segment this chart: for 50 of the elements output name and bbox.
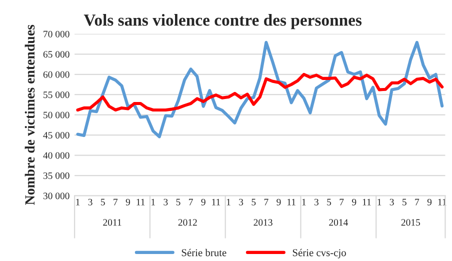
- x-tick-label: 11: [287, 198, 296, 206]
- line-series: [76, 40, 444, 138]
- x-tick-label: 1: [152, 198, 155, 206]
- y-tick-label: 50 000: [44, 112, 70, 118]
- y-tick-label: 55 000: [44, 92, 70, 98]
- x-tick-label: 1: [378, 198, 382, 206]
- x-tick-label: 5: [327, 198, 332, 206]
- y-tick-label: 70 000: [44, 30, 70, 38]
- x-tick-label: 5: [402, 198, 406, 206]
- x-tick-label: 5: [176, 198, 180, 206]
- chart-title: Vols sans violence contre des personnes: [84, 14, 362, 30]
- x-tick-label: 1: [226, 198, 230, 206]
- legend-label: Série brute: [182, 248, 226, 256]
- text: 2011: [103, 219, 122, 226]
- x-tick-label: 3: [390, 198, 394, 206]
- x-tick-label: 7: [114, 198, 118, 206]
- legend-label: Série cvs-cjo: [292, 248, 346, 258]
- x-tick-label: 7: [189, 198, 193, 206]
- y-axis-title: Nombre de victimes entendues: [24, 24, 35, 205]
- x-tick-label: 11: [212, 198, 220, 206]
- x-tick-label: 11: [362, 198, 371, 206]
- text: 2012: [178, 219, 197, 226]
- x-tick-label: 3: [239, 198, 244, 206]
- x-tick-label: 5: [252, 198, 256, 206]
- y-tick-label: 60 000: [43, 71, 70, 78]
- x-tick-label: 5: [100, 198, 105, 206]
- x-tick-label: 3: [314, 198, 318, 206]
- x-tick-label: 9: [427, 198, 432, 206]
- x-tick-label: 7: [415, 198, 420, 206]
- x-tick-label: 7: [264, 198, 268, 206]
- x-tick-label: 1: [76, 198, 80, 206]
- y-tick-label: 30 000: [43, 192, 70, 200]
- x-tick-label: 9: [276, 198, 281, 206]
- y-tick-label: 65 000: [43, 51, 70, 58]
- x-tick-label: 9: [352, 198, 356, 206]
- y-tick-label: 45 000: [43, 132, 70, 139]
- y-tick-label: 35 000: [43, 172, 70, 179]
- x-tick-label: 11: [136, 198, 145, 206]
- x-tick-label: 3: [164, 198, 168, 206]
- x-tick-label: 9: [201, 198, 206, 206]
- text: 2013: [254, 219, 272, 226]
- x-tick-label: 3: [88, 198, 92, 206]
- x-tick-label: 1: [302, 198, 306, 206]
- x-tick-label: 11: [438, 198, 446, 206]
- x-tick-label: 7: [340, 198, 344, 206]
- text: 2015: [401, 219, 420, 226]
- line-series: [76, 72, 444, 112]
- x-tick-label: 9: [126, 198, 130, 206]
- y-tick-label: 40 000: [43, 152, 70, 159]
- text: 2014: [329, 219, 348, 226]
